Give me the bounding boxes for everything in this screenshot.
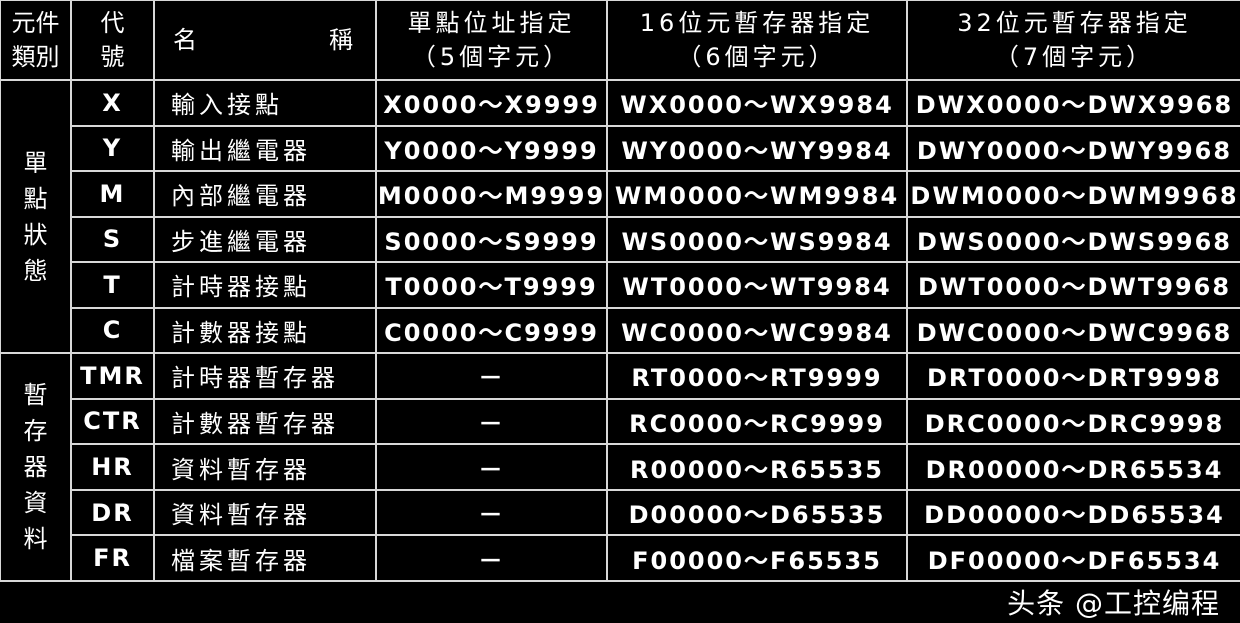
group-label: 單 點 狀 態 (0, 78, 72, 355)
header-row: 元件 類別 代 號 名 稱 單點位址指定 （5個字元） 16位元暫存器指定 （6… (0, 0, 1240, 81)
table-row: 單 點 狀 態 X 輸入接點 X0000～X9999 WX0000～WX9984 DWX0… (0, 78, 1240, 355)
cell-reg32: DWX0000～DWX9968 (906, 79, 1240, 127)
table-row: C 計數器接點 C0000～C9999 WC0000～WC9984 DWC0000～DW… (0, 306, 1240, 355)
cell-code: X (70, 79, 155, 127)
table-row: CTR 計數器暫存器－ RC0000～RC9999 DRC0000～DRC9998 (0, 397, 1240, 446)
cell-reg32: DD00000～DD65534 (906, 488, 1240, 537)
cell-reg16: RT0000～RT9999 (606, 352, 908, 400)
cell-single: M0000～M9999 (375, 170, 608, 218)
table-row: FR 檔案暫存器－ F00000～F65535 DF00000～DF65534 (0, 534, 1240, 582)
cell-name: 輸出繼電器 (153, 124, 377, 173)
cell-reg32: DWC0000～DWC9968 (906, 306, 1240, 355)
cell-name: 計數器接點 (153, 306, 377, 355)
cell-single: － (375, 397, 608, 446)
cell-name: 資料暫存器 (153, 488, 377, 537)
table-row: HR 資料暫存器－ R00000～R65535 DR00000～DR65534 (0, 443, 1240, 491)
table-row: DR 資料暫存器－ D00000～D65535 DD00000～DD65534 (0, 488, 1240, 537)
cell-reg16: R00000～R65535 (606, 443, 908, 491)
header-category: 元件 類別 (0, 0, 72, 81)
cell-reg32: DWS0000～DWS9968 (906, 215, 1240, 264)
cell-reg32: DWT0000～DWT9968 (906, 261, 1240, 309)
cell-reg16: WC0000～WC9984 (606, 306, 908, 355)
cell-reg32: DR00000～DR65534 (906, 443, 1240, 491)
cell-single: S0000～S9999 (375, 215, 608, 264)
table-row: T 計時器接點 T0000～T9999 WT0000～WT9984 DWT0000～DW… (0, 261, 1240, 309)
cell-name: 內部繼電器 (153, 170, 377, 218)
header-name-right: 稱 (329, 26, 357, 54)
cell-code: Y (70, 124, 155, 173)
header-reg16: 16位元暫存器指定 （6個字元） (606, 0, 908, 81)
cell-code: S (70, 215, 155, 264)
cell-code: FR (70, 534, 155, 582)
device-address-table: 元件 類別 代 號 名 稱 單點位址指定 （5個字元） 16位元暫存器指定 （6… (0, 0, 1240, 582)
cell-reg16: RC0000～RC9999 (606, 397, 908, 446)
header-name: 名 稱 (153, 0, 377, 81)
group-label: 暫 存 器 資 料 (0, 352, 72, 582)
cell-code: DR (70, 488, 155, 537)
cell-name: 計數器暫存器 (153, 397, 377, 446)
cell-name: 計時器接點 (153, 261, 377, 309)
cell-code: T (70, 261, 155, 309)
cell-name: 步進繼電器 (153, 215, 377, 264)
cell-name: 輸入接點 (153, 79, 377, 127)
cell-single: Y0000～Y9999 (375, 124, 608, 173)
cell-name: 計時器暫存器 (153, 352, 377, 400)
cell-reg16: WT0000～WT9984 (606, 261, 908, 309)
cell-reg16: WY0000～WY9984 (606, 124, 908, 173)
table-row: S 步進繼電器 S0000～S9999 WS0000～WS9984 DWS0000～DW… (0, 215, 1240, 264)
cell-code: M (70, 170, 155, 218)
table-row: M 內部繼電器 M0000～M9999 WM0000～WM9984 DWM0000～DW… (0, 170, 1240, 218)
cell-code: CTR (70, 397, 155, 446)
cell-reg32: DF00000～DF65534 (906, 534, 1240, 582)
cell-single: X0000～X9999 (375, 79, 608, 127)
cell-single: T0000～T9999 (375, 261, 608, 309)
cell-single: － (375, 534, 608, 582)
cell-single: C0000～C9999 (375, 306, 608, 355)
header-single: 單點位址指定 （5個字元） (375, 0, 608, 81)
cell-reg32: DRT0000～DRT9998 (906, 352, 1240, 400)
table-row: Y 輸出繼電器 Y0000～Y9999 WY0000～WY9984 DWY0000～DW… (0, 124, 1240, 173)
header-code: 代 號 (70, 0, 155, 81)
header-name-left: 名 (173, 26, 201, 54)
cell-name: 資料暫存器 (153, 443, 377, 491)
cell-single: － (375, 352, 608, 400)
cell-reg32: DWM0000～DWM9968 (906, 170, 1240, 218)
cell-reg16: D00000～D65535 (606, 488, 908, 537)
cell-single: － (375, 443, 608, 491)
cell-code: HR (70, 443, 155, 491)
cell-reg16: WS0000～WS9984 (606, 215, 908, 264)
cell-reg32: DRC0000～DRC9998 (906, 397, 1240, 446)
cell-name: 檔案暫存器 (153, 534, 377, 582)
cell-reg16: F00000～F65535 (606, 534, 908, 582)
cell-code: TMR (70, 352, 155, 400)
header-reg32: 32位元暫存器指定 （7個字元） (906, 0, 1240, 81)
cell-reg16: WX0000～WX9984 (606, 79, 908, 127)
watermark: 头条 @工控编程 (1007, 587, 1220, 620)
cell-code: C (70, 306, 155, 355)
cell-reg32: DWY0000～DWY9968 (906, 124, 1240, 173)
cell-reg16: WM0000～WM9984 (606, 170, 908, 218)
table-row: 暫 存 器 資 料 TMR 計時器暫存器－ RT0000～RT9999 DRT0000～… (0, 352, 1240, 582)
cell-single: － (375, 488, 608, 537)
